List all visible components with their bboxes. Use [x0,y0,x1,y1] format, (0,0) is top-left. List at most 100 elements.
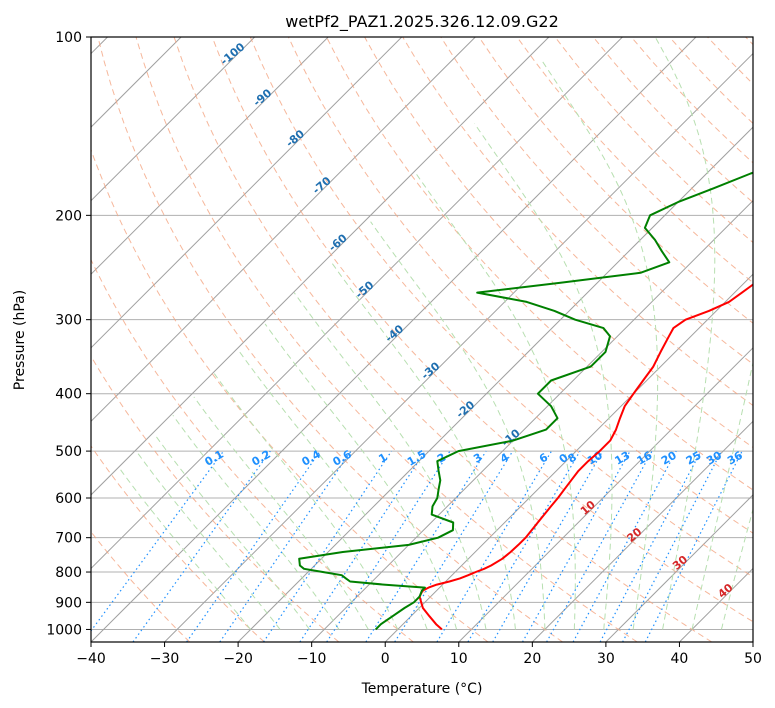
y-tick-label: 100 [55,30,82,46]
moist-adiabat-line [213,373,399,630]
x-tick-label: 10 [450,651,468,667]
mixing-ratio-line [299,450,426,642]
dry-adiabat-line [287,37,753,534]
moist-adiabat-line [370,221,546,630]
moist-adiabat-line [720,507,753,630]
isotherm-line [91,37,623,570]
moist-adiabat-line [415,173,576,630]
moist-adiabat-line [119,468,252,630]
x-tick-label: −20 [223,651,253,667]
y-axis-label: Pressure (hPa) [12,290,28,390]
moist-adiabat-label: 40 [716,581,736,601]
y-tick-label: 500 [55,444,82,460]
mixing-ratio-line [132,450,271,642]
x-tick-label: 30 [597,651,615,667]
dry-adiabat-label: -50 [353,278,377,301]
moist-adiabat-line [474,123,613,630]
mixing-ratio-line [394,450,514,642]
y-tick-label: 300 [55,313,82,329]
y-tick-label: 600 [55,491,82,507]
y-tick-label: 400 [55,387,82,403]
isotherm-line [91,37,550,496]
moist-adiabat-line [264,323,458,630]
isotherm-line [679,567,753,642]
moist-adiabat-line [691,360,753,630]
isotherm-line [164,52,753,642]
mixing-ratio-line [572,450,677,642]
y-tick-label: 700 [55,531,82,547]
dry-adiabat-label: -80 [283,127,307,150]
dry-adiabat-line [91,355,340,642]
isotherm-line [91,37,697,642]
mixing-ratio-line [436,450,553,642]
y-tick-label: 800 [55,565,82,581]
moist-adiabat-line [239,351,428,630]
isotherm-line [91,37,329,275]
mixing-ratio-line [219,450,352,642]
dry-adiabat-line [211,37,753,623]
moist-adiabat-line [193,396,369,630]
x-tick-label: −10 [297,651,327,667]
chart-title: wetPf2_PAZ1.2025.326.12.09.G22 [285,12,559,32]
x-tick-label: 40 [671,651,689,667]
moist-adiabat-line [135,450,281,630]
isotherm-line [311,199,753,642]
mixing-ratio-line [521,450,631,642]
mixing-ratio-label: 1 [376,451,389,466]
dry-adiabat-label: -20 [454,398,478,421]
y-tick-label: 900 [55,595,82,611]
isotherm-line [752,641,753,642]
temperature-profile [418,283,753,631]
x-tick-label: 20 [523,651,541,667]
mixing-ratio-line [186,450,321,642]
moist-adiabat-line [654,37,716,630]
isotherm-line [237,126,753,642]
y-axis-ticks: 100 200 300 400 500 600 700 800 900 1000 [46,30,91,638]
mixing-ratio-line [599,450,702,642]
isotherm-line [91,37,476,423]
x-axis-label: Temperature (°C) [361,681,483,697]
dry-adiabat-line [478,37,753,324]
mixing-ratio-line [546,450,653,642]
isotherm-line [91,37,403,349]
dry-adiabat-line [249,37,753,578]
x-tick-label: 50 [744,651,762,667]
moist-adiabat-line [172,415,340,630]
x-tick-label: −40 [76,651,106,667]
mixing-ratio-line [91,450,224,632]
plot-frame [90,36,754,643]
x-tick-label: 0 [381,651,390,667]
moist-adiabat-line [154,434,310,630]
dry-adiabat-line [97,37,563,642]
dry-adiabat-line [91,148,489,642]
y-tick-label: 200 [55,208,82,224]
x-axis-ticks: −40 −30 −20 −10 0 10 20 30 40 50 [76,642,762,667]
isotherm-line [605,494,753,642]
dry-adiabat-line [91,258,414,642]
dry-adiabat-line [745,37,753,46]
dry-adiabat-line [91,531,191,642]
dry-adiabat-line [326,37,753,491]
dry-adiabat-label: -40 [383,322,407,345]
mixing-ratio-label: 3 [471,451,484,466]
isotherm-line [91,37,256,202]
dewpoint-profile [298,171,753,631]
mixing-ratio-label: 4 [498,450,511,465]
isotherm-line [458,347,753,642]
dry-adiabat-line [91,445,265,642]
mixing-ratio-label: 6 [537,450,550,465]
background-lines [91,37,753,642]
profile-lines [298,171,753,631]
dry-adiabat-line [440,37,753,365]
dry-adiabat-line [669,37,753,125]
dry-adiabat-line [516,37,753,284]
mixing-ratio-line [492,450,604,642]
mixing-ratio-line [365,450,487,642]
moist-adiabat-line [542,61,659,630]
moist-adiabat-line [330,262,516,630]
x-tick-label: −30 [150,651,180,667]
moist-adiabat-label: 10 [578,498,598,518]
y-tick-label: 1000 [46,622,82,638]
mixing-ratio-line [644,450,743,642]
